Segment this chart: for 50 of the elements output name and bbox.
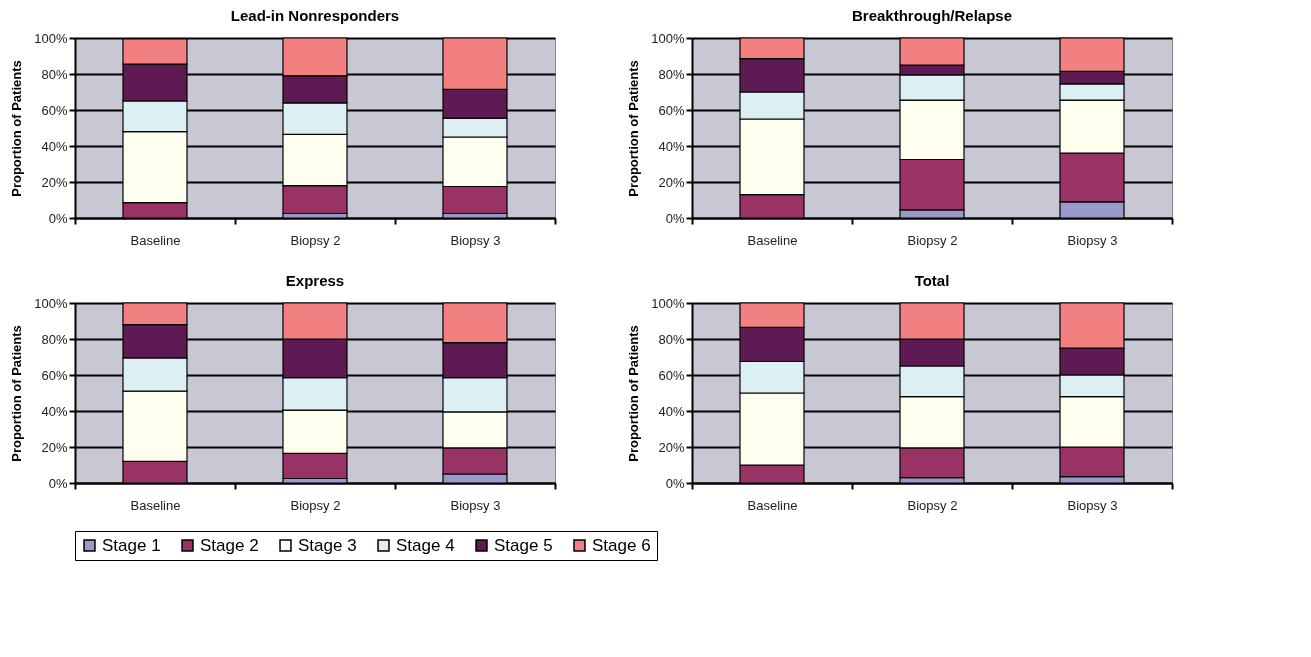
legend-label: Stage 6 (592, 535, 651, 555)
x-tick-label: Biopsy 2 (907, 497, 958, 513)
y-tick-label: 80% (658, 331, 685, 347)
x-tick-label: Biopsy 3 (1067, 232, 1118, 248)
x-tick-label: Baseline (130, 232, 181, 248)
legend-label: Stage 5 (494, 535, 553, 555)
y-tick-label: 20% (41, 439, 68, 455)
legend-label: Stage 3 (298, 535, 357, 555)
y-tick-label: 60% (658, 367, 685, 383)
chart-title: Express (285, 272, 345, 289)
y-axis-title: Proportion of Patients (9, 60, 25, 197)
legend-label: Stage 2 (200, 535, 259, 555)
y-tick-label: 0% (48, 210, 68, 226)
y-tick-label: 40% (41, 138, 68, 154)
legend-label: Stage 4 (396, 535, 455, 555)
x-tick-label: Biopsy 2 (290, 497, 341, 513)
chart-title: Total (914, 272, 950, 289)
y-tick-label: 0% (665, 475, 685, 491)
x-tick-label: Biopsy 2 (907, 232, 958, 248)
y-tick-label: 0% (665, 210, 685, 226)
y-tick-label: 20% (41, 174, 68, 190)
y-axis-title: Proportion of Patients (9, 325, 25, 462)
legend-label: Stage 1 (102, 535, 161, 555)
y-tick-label: 100% (651, 30, 685, 46)
x-tick-label: Baseline (130, 497, 181, 513)
x-tick-label: Biopsy 2 (290, 232, 341, 248)
y-tick-label: 60% (658, 102, 685, 118)
y-tick-label: 100% (34, 295, 68, 311)
y-tick-label: 80% (41, 331, 68, 347)
y-tick-label: 80% (658, 66, 685, 82)
y-tick-label: 40% (658, 403, 685, 419)
x-tick-label: Biopsy 3 (1067, 497, 1118, 513)
x-tick-label: Baseline (747, 497, 798, 513)
y-tick-label: 0% (48, 475, 68, 491)
y-axis-title: Proportion of Patients (626, 325, 642, 462)
y-tick-label: 40% (41, 403, 68, 419)
chart-title: Breakthrough/Relapse (851, 7, 1013, 24)
x-tick-label: Biopsy 3 (450, 232, 501, 248)
y-tick-label: 60% (41, 102, 68, 118)
y-tick-label: 20% (658, 174, 685, 190)
x-tick-label: Biopsy 3 (450, 497, 501, 513)
chart-title: Lead-in Nonresponders (230, 7, 400, 24)
y-tick-label: 40% (658, 138, 685, 154)
y-tick-label: 60% (41, 367, 68, 383)
y-tick-label: 20% (658, 439, 685, 455)
y-tick-label: 100% (651, 295, 685, 311)
x-tick-label: Baseline (747, 232, 798, 248)
y-tick-label: 80% (41, 66, 68, 82)
y-axis-title: Proportion of Patients (626, 60, 642, 197)
y-tick-label: 100% (34, 30, 68, 46)
